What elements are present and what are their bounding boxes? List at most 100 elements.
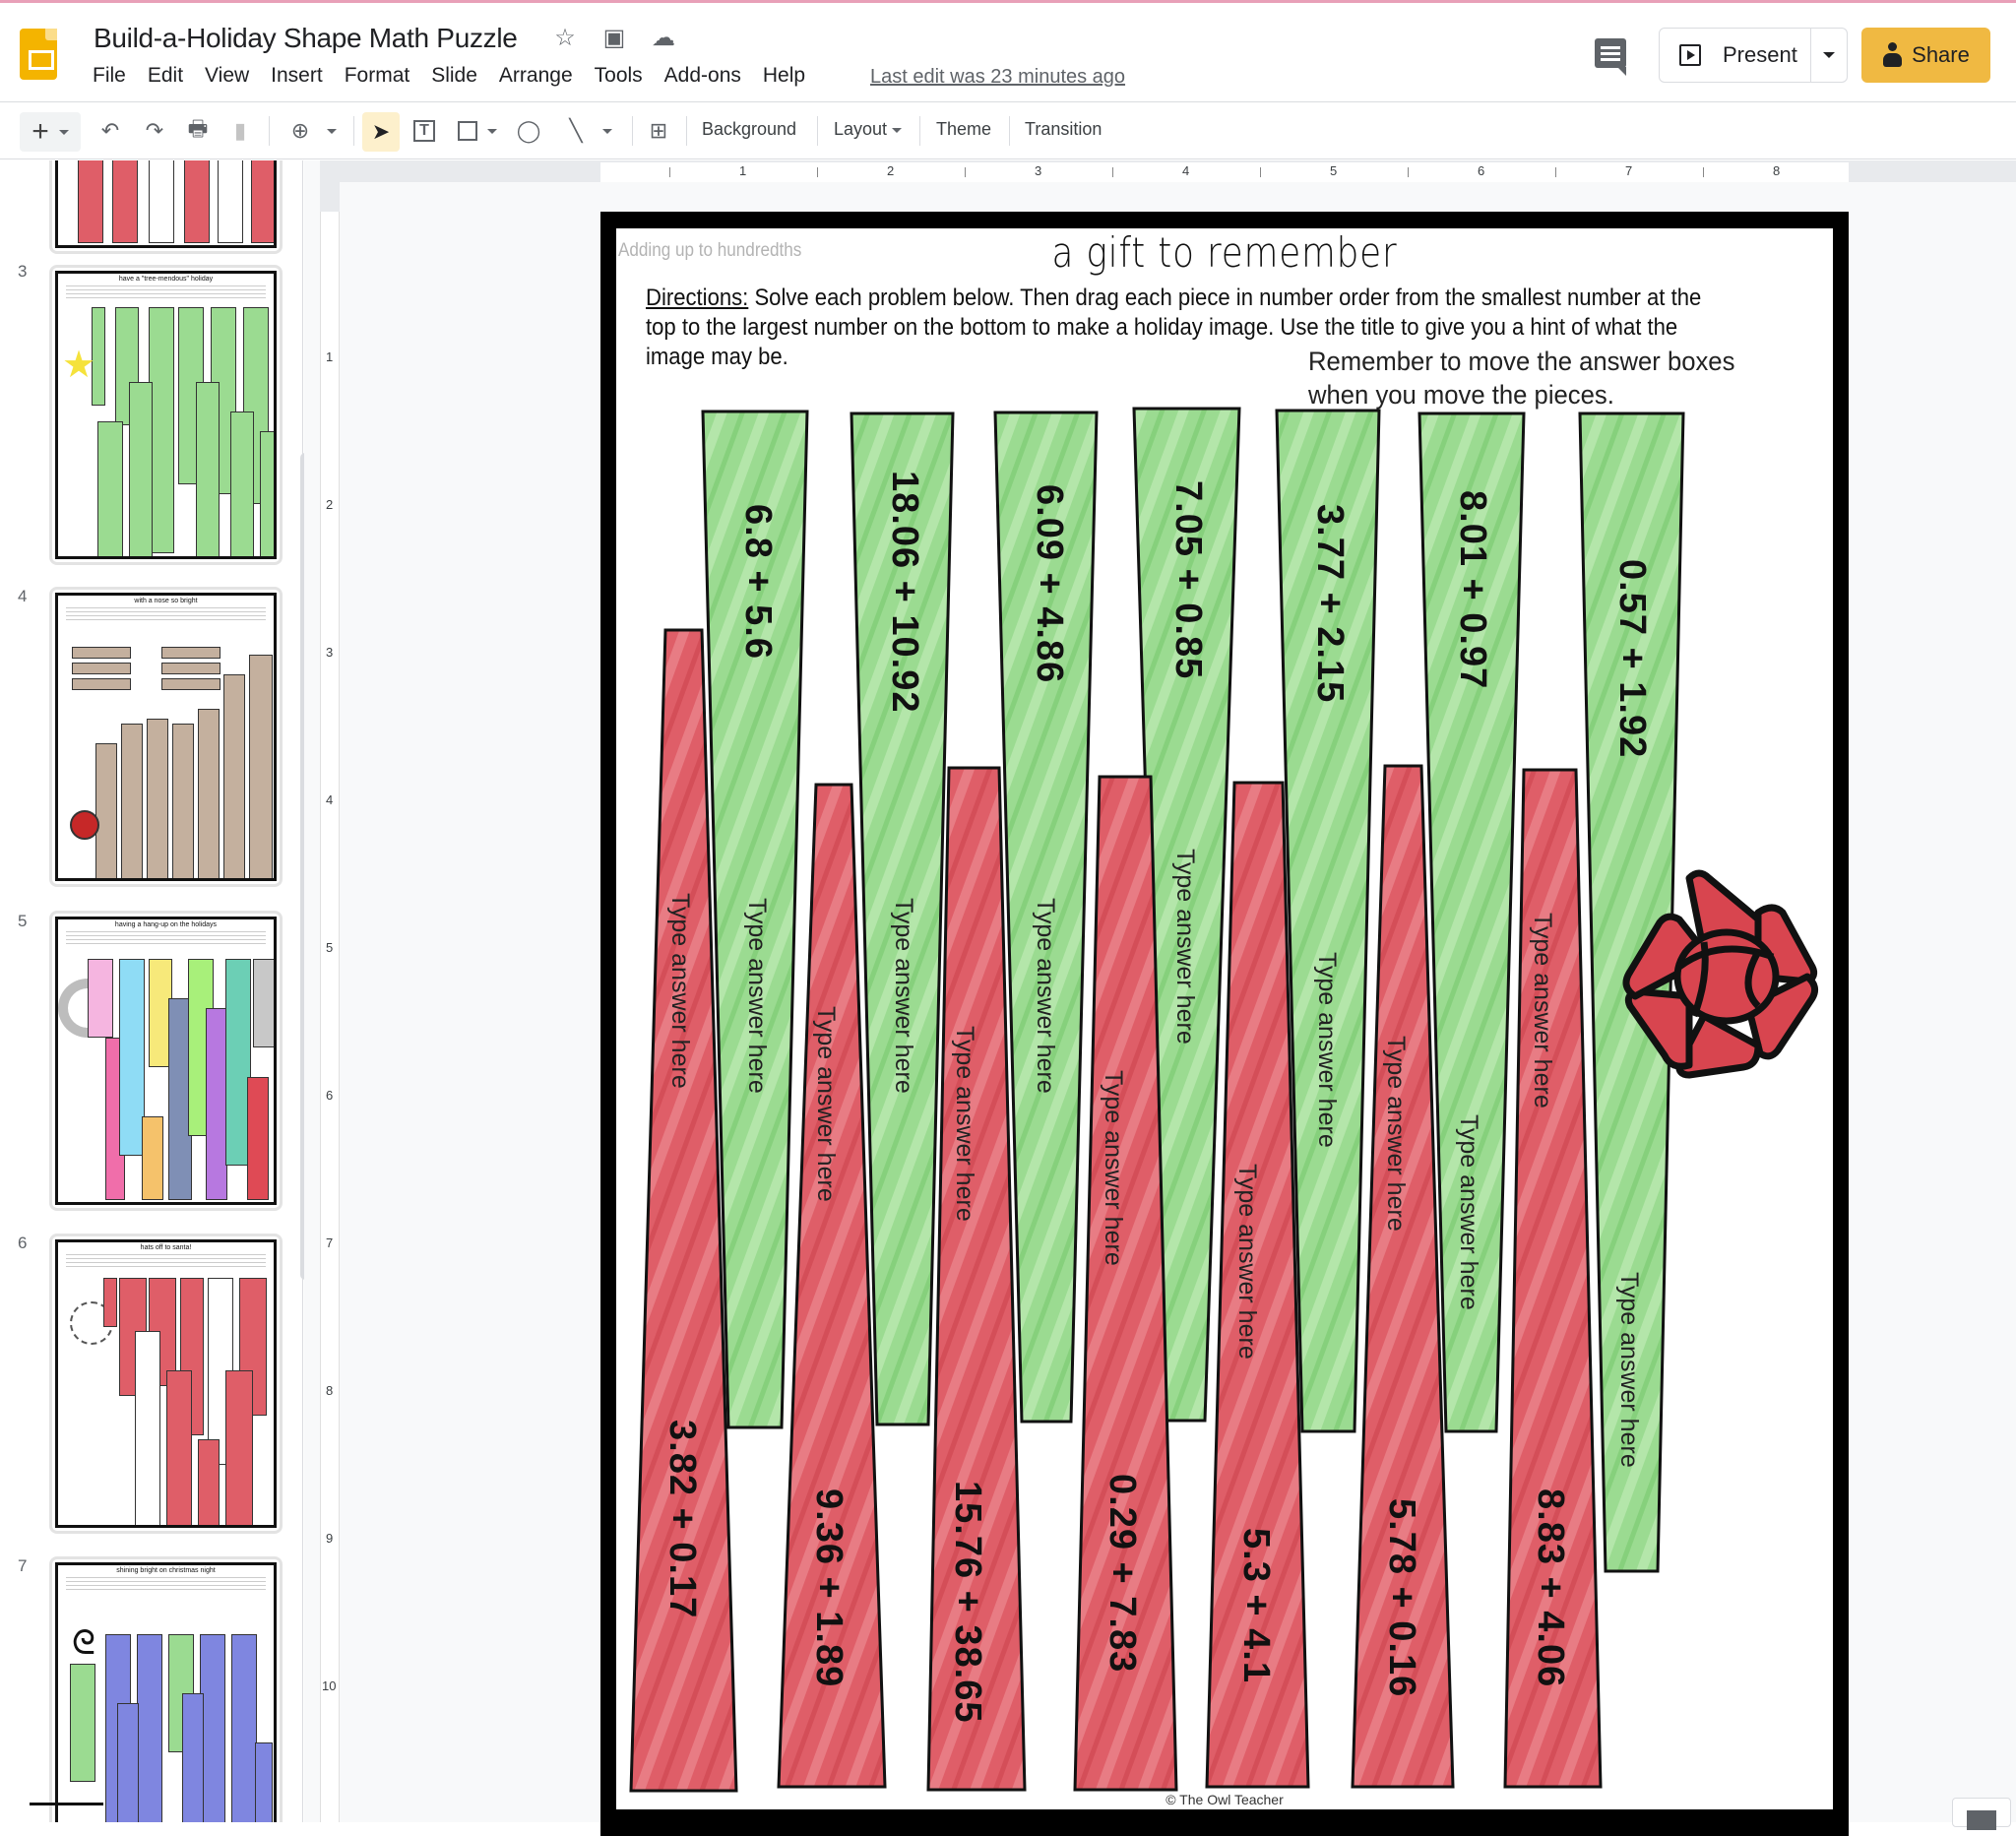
green-piece-equation[interactable]: 0.57 + 1.92	[1611, 559, 1653, 759]
thumbnail-text	[66, 285, 266, 301]
thumb-piece	[218, 160, 243, 243]
slide-thumbnail-2[interactable]	[49, 160, 283, 254]
red-piece-answer-input[interactable]: Type answer here	[666, 893, 694, 1089]
green-piece-answer-input[interactable]: Type answer here	[1615, 1272, 1643, 1468]
thumb-piece	[231, 1634, 257, 1822]
slide-thumbnail-4[interactable]: with a nose so bright	[49, 587, 283, 887]
thumbnail-content: have a "tree-mendous" holiday ★	[55, 271, 277, 559]
green-piece-equation[interactable]: 6.09 + 4.86	[1029, 484, 1070, 684]
redo-icon[interactable]: ↷	[145, 118, 164, 143]
share-button[interactable]: Share	[1861, 28, 1990, 83]
menu-slide[interactable]: Slide	[431, 64, 477, 87]
layout-button[interactable]: Layout	[834, 119, 903, 140]
red-piece-answer-input[interactable]: Type answer here	[812, 1006, 840, 1202]
menu-arrange[interactable]: Arrange	[498, 64, 573, 87]
star-icon[interactable]: ☆	[554, 25, 576, 51]
undo-icon[interactable]: ↶	[100, 118, 120, 143]
red-piece-answer-input[interactable]: Type answer here	[1100, 1070, 1127, 1266]
zoom-dropdown[interactable]	[325, 114, 339, 148]
red-piece-answer-input[interactable]: Type answer here	[1382, 1036, 1410, 1232]
menu-file[interactable]: File	[93, 64, 126, 87]
move-to-folder-icon[interactable]: ▣	[602, 25, 626, 51]
slides-logo-icon[interactable]	[20, 29, 57, 80]
slide-thumbnail-6[interactable]: hats off to santa!	[49, 1234, 283, 1534]
menu-format[interactable]: Format	[344, 64, 410, 87]
cloud-saved-icon[interactable]: ☁	[652, 25, 675, 51]
background-button[interactable]: Background	[702, 119, 797, 139]
red-piece-answer-input[interactable]: Type answer here	[1233, 1164, 1261, 1360]
red-piece-equation[interactable]: 0.29 + 7.83	[1102, 1474, 1143, 1674]
red-nose-icon	[70, 810, 99, 840]
red-piece-equation[interactable]: 15.76 + 38.65	[947, 1481, 988, 1724]
explore-panel-toggle[interactable]	[1952, 1798, 2011, 1830]
line-icon[interactable]: ╲	[569, 118, 583, 143]
slide-thumbnail-3[interactable]: have a "tree-mendous" holiday ★	[49, 265, 283, 565]
present-options-dropdown[interactable]	[1811, 52, 1847, 58]
slide-thumbnail-5[interactable]: having a hang-up on the holidays	[49, 911, 283, 1211]
image-dropdown[interactable]	[486, 114, 498, 148]
subject-label[interactable]: Adding up to hundredths	[618, 240, 802, 261]
menu-view[interactable]: View	[205, 64, 250, 87]
text-box-icon[interactable]: T	[410, 114, 439, 148]
header-divider	[0, 101, 2016, 102]
transition-button[interactable]: Transition	[1025, 119, 1102, 139]
comment-history-icon[interactable]	[1595, 38, 1626, 76]
green-piece-equation[interactable]: 18.06 + 10.92	[884, 471, 925, 714]
new-slide-button[interactable]: +	[20, 112, 81, 152]
green-piece-answer-input[interactable]: Type answer here	[1032, 898, 1059, 1094]
green-piece-equation[interactable]: 6.8 + 5.6	[737, 504, 779, 660]
gift-bow-icon[interactable]	[1610, 858, 1833, 1095]
thumb-piece	[72, 678, 131, 690]
select-icon[interactable]: ➤	[362, 112, 400, 152]
red-piece-answer-input[interactable]: Type answer here	[1529, 913, 1556, 1108]
present-play-icon	[1679, 44, 1701, 66]
red-piece-answer-input[interactable]: Type answer here	[951, 1026, 978, 1222]
menu-bar: File Edit View Insert Format Slide Arran…	[93, 64, 827, 88]
menu-tools[interactable]: Tools	[594, 64, 643, 87]
zoom-icon[interactable]: ⊕	[290, 118, 310, 143]
green-piece-answer-input[interactable]: Type answer here	[1171, 849, 1199, 1045]
add-comment-icon[interactable]: ⊞	[649, 118, 668, 143]
vertical-ruler[interactable]: 1 2 3 4 5 6 7 8 9 10	[320, 212, 340, 1822]
shape-icon[interactable]: ◯	[516, 118, 541, 143]
menu-addons[interactable]: Add-ons	[663, 64, 741, 87]
slide-thumbnail-7[interactable]: shining bright on christmas night ᘓ	[49, 1556, 283, 1822]
thumb-piece	[88, 959, 113, 1038]
line-dropdown[interactable]	[600, 114, 614, 148]
share-person-icon	[1882, 42, 1903, 68]
paint-format-icon[interactable]: ▮	[233, 118, 247, 143]
thumb-piece	[95, 743, 117, 878]
green-piece-equation[interactable]: 8.01 + 0.97	[1452, 490, 1493, 690]
red-piece-equation[interactable]: 5.78 + 0.16	[1381, 1498, 1422, 1698]
theme-button[interactable]: Theme	[936, 119, 992, 139]
thumbnail-content: shining bright on christmas night ᘓ	[55, 1562, 277, 1822]
green-piece	[1275, 409, 1381, 1433]
green-piece-equation[interactable]: 7.05 + 0.85	[1167, 480, 1209, 680]
menu-edit[interactable]: Edit	[147, 64, 184, 87]
directions-text[interactable]: Directions: Solve each problem below. Th…	[646, 284, 1715, 372]
present-button[interactable]: Present	[1660, 29, 1811, 82]
document-title[interactable]: Build-a-Holiday Shape Math Puzzle	[94, 23, 518, 53]
green-piece-answer-input[interactable]: Type answer here	[743, 898, 771, 1094]
green-piece-answer-input[interactable]: Type answer here	[890, 898, 917, 1094]
image-icon[interactable]	[455, 114, 480, 148]
slide-number: 6	[18, 1234, 28, 1252]
thumb-piece	[161, 647, 220, 659]
green-piece-answer-input[interactable]: Type answer here	[1455, 1114, 1482, 1310]
menu-insert[interactable]: Insert	[271, 64, 323, 87]
last-edit-link[interactable]: Last edit was 23 minutes ago	[870, 66, 1126, 88]
menu-help[interactable]: Help	[762, 64, 806, 87]
red-piece-equation[interactable]: 5.3 + 4.1	[1235, 1528, 1277, 1683]
green-piece-equation[interactable]: 3.77 + 2.15	[1309, 504, 1351, 704]
red-piece-equation[interactable]: 8.83 + 4.06	[1530, 1488, 1571, 1688]
thumb-piece	[92, 307, 105, 406]
print-icon[interactable]: 🖶	[187, 116, 209, 141]
green-piece-answer-input[interactable]: Type answer here	[1313, 952, 1341, 1148]
red-piece-equation[interactable]: 3.82 + 0.17	[662, 1420, 703, 1619]
thumbnail-title: hats off to santa!	[140, 1244, 192, 1251]
slide-title[interactable]: a gift to remember	[1051, 228, 1398, 277]
slide-number: 7	[18, 1556, 28, 1575]
toolbar-separator	[353, 116, 354, 146]
reminder-text[interactable]: Remember to move the answer boxes when yo…	[1308, 345, 1734, 412]
red-piece-equation[interactable]: 9.36 + 1.89	[808, 1488, 850, 1688]
